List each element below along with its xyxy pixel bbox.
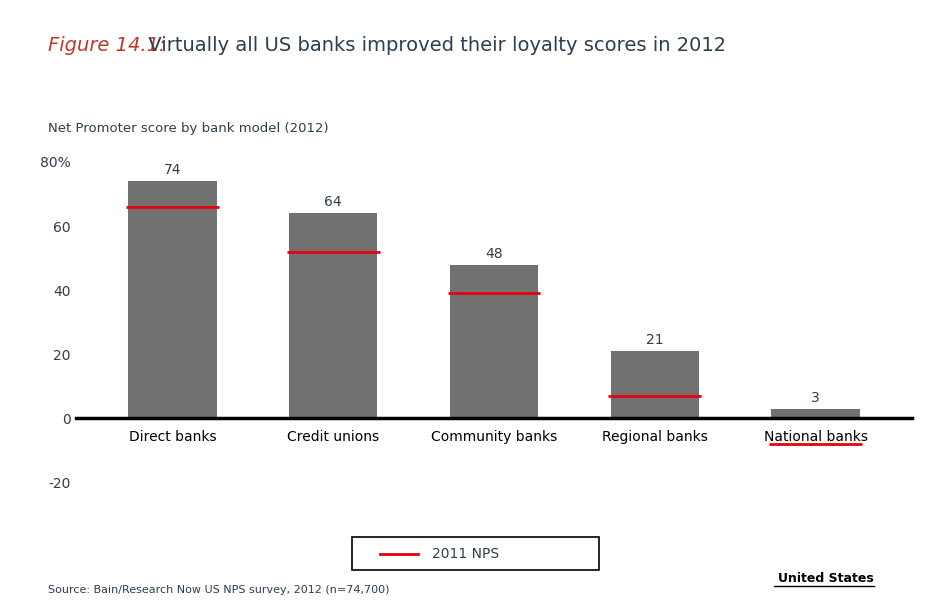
Text: Net Promoter score by bank model (2012): Net Promoter score by bank model (2012) — [48, 122, 328, 134]
Bar — [449, 264, 539, 418]
Bar — [289, 213, 377, 418]
Text: Virtually all US banks improved their loyalty scores in 2012: Virtually all US banks improved their lo… — [142, 36, 726, 55]
Text: 3: 3 — [811, 391, 820, 405]
Text: 21: 21 — [646, 333, 664, 347]
Text: United States: United States — [778, 572, 874, 585]
Text: 64: 64 — [324, 195, 342, 209]
Text: 2011 NPS: 2011 NPS — [432, 547, 500, 561]
Text: Source: Bain/Research Now US NPS survey, 2012 (n=74,700): Source: Bain/Research Now US NPS survey,… — [48, 585, 389, 595]
Bar — [128, 181, 217, 418]
Bar — [611, 351, 699, 418]
Text: Figure 14.1:: Figure 14.1: — [48, 36, 165, 55]
Text: 74: 74 — [163, 164, 181, 178]
Text: 48: 48 — [485, 247, 503, 261]
Bar — [771, 409, 860, 418]
